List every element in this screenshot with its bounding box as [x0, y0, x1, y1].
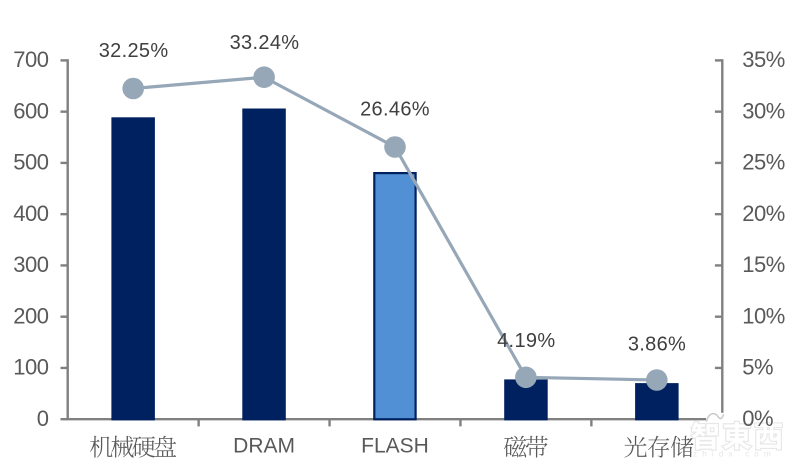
svg-text:25%: 25%: [742, 150, 785, 175]
svg-text:500: 500: [13, 150, 48, 175]
svg-text:600: 600: [13, 98, 48, 123]
svg-text:26.46%: 26.46%: [360, 99, 430, 121]
svg-text:0: 0: [37, 406, 49, 431]
svg-text:30%: 30%: [742, 98, 785, 123]
svg-text:zhidx.com: zhidx.com: [693, 450, 776, 459]
svg-text:33.24%: 33.24%: [230, 32, 300, 54]
svg-text:400: 400: [13, 201, 48, 226]
svg-text:0%: 0%: [742, 406, 773, 431]
svg-text:200: 200: [13, 303, 48, 328]
svg-text:4.19%: 4.19%: [497, 330, 555, 352]
svg-text:700: 700: [13, 47, 48, 72]
svg-text:DRAM: DRAM: [233, 435, 295, 458]
svg-text:35%: 35%: [742, 47, 785, 72]
svg-text:10%: 10%: [742, 303, 785, 328]
svg-text:300: 300: [13, 252, 48, 277]
svg-text:3.86%: 3.86%: [628, 333, 686, 355]
svg-text:32.25%: 32.25%: [99, 40, 169, 62]
svg-text:100: 100: [13, 355, 48, 380]
svg-text:FLASH: FLASH: [361, 435, 429, 458]
svg-text:15%: 15%: [742, 252, 785, 277]
svg-text:20%: 20%: [742, 201, 785, 226]
svg-text:5%: 5%: [742, 355, 773, 380]
